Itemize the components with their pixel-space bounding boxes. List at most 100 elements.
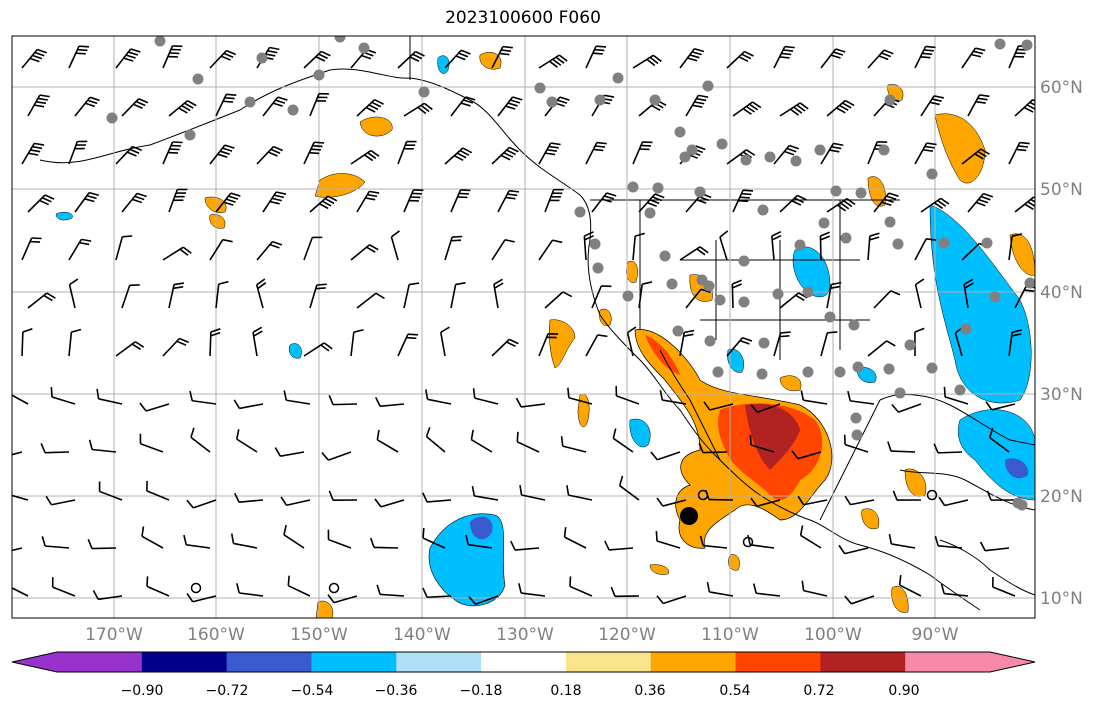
wind-barb-feather [501,49,512,52]
wind-barb-feather [506,341,516,348]
wind-barb [450,284,457,309]
station-marker [418,86,430,98]
station-marker [764,151,776,163]
wind-barb-feather [222,147,233,152]
open-station-marker [328,582,340,594]
wind-barb [192,595,217,603]
wind-barb-feather [914,327,925,333]
wind-barb-feather [1032,99,1035,102]
wind-barb-feather [81,238,92,242]
wind-barb-feather [926,238,937,241]
lon-label: 170°W [85,625,143,645]
wind-barb-feather [546,148,557,153]
wind-barb [797,451,822,460]
wind-barb-feather [494,282,504,289]
station-marker [703,280,715,292]
wind-barb-feather [139,402,147,412]
wind-barb [961,242,980,261]
wind-barb [779,102,801,117]
wind-barb [121,98,140,117]
wind-barb [440,332,446,357]
wind-barb [380,403,405,408]
wind-barb-feather [979,94,990,98]
wind-barb-feather [655,530,658,542]
station-marker [802,286,814,298]
wind-barb-feather [420,104,430,113]
wind-barb-feather [283,524,287,535]
wind-barb-feather [181,104,191,112]
wind-barb [115,236,124,261]
wind-barb-feather [129,148,140,154]
wind-barb-feather [747,534,751,545]
station-marker [244,96,256,108]
wind-barb-feather [92,590,99,600]
wind-barb [474,495,499,501]
wind-barb [255,284,264,309]
wind-barb-feather [374,498,382,508]
wind-barb-feather [452,235,463,238]
wind-barb [376,439,399,453]
wind-barb [403,189,415,213]
wind-barb-feather [130,48,141,53]
wind-barb-feather [361,54,372,60]
wind-barb-feather [797,495,805,506]
wind-barb [850,400,875,405]
wind-barb-feather [465,96,476,101]
wind-barb [609,547,634,551]
wind-barb-feather [771,234,782,241]
wind-barb-feather [422,492,428,503]
wind-barb-feather [548,145,559,149]
wind-barb-feather [790,108,800,116]
wind-barb-feather [975,201,986,207]
wind-barb-feather [980,148,990,155]
wind-barb-feather [978,198,989,204]
wind-barb [1008,142,1021,165]
wind-barb-feather [272,240,283,246]
wind-barb-feather [323,342,333,350]
map-title: 2023100600 F060 [445,8,601,28]
wind-barb-feather [846,198,856,206]
station-marker [926,168,938,180]
wind-barb-feather [374,396,381,407]
wind-barb-feather [933,95,944,99]
wind-barb-feather [641,281,653,285]
colorbar-tick-label: −0.36 [375,683,418,699]
wind-barb [92,448,117,453]
wind-barb-feather [462,147,473,154]
wind-barb [309,284,318,309]
wind-barb [1008,332,1014,357]
wind-barb [328,538,352,549]
wind-barb [303,50,322,69]
wind-barb-feather [440,326,450,334]
wind-barb-feather [224,96,235,100]
wind-barb [521,592,546,597]
wind-barb-feather [654,193,665,199]
wind-barb-feather [559,96,570,101]
wind-barb [121,285,131,309]
wind-barb [68,284,76,309]
wind-barb-feather [455,282,466,286]
wind-barb [141,535,164,549]
wind-barb [967,94,981,117]
wind-barb [544,189,555,213]
wind-barb-feather [719,230,729,238]
wind-barb-feather [738,199,749,203]
open-station-marker [742,536,754,548]
colorbar-tick-label: 0.36 [634,683,665,699]
wind-barb [162,246,184,261]
wind-barb [891,543,916,549]
wind-barb-feather [627,326,637,334]
wind-barb [215,284,220,309]
wind-barb-feather [844,99,855,107]
wind-barb [985,547,1010,552]
wind-barb-feather [696,198,707,204]
wind-barb [309,195,329,213]
wind-barb-feather [37,97,48,101]
wind-barb [867,340,888,357]
wind-barb [779,194,798,213]
wind-barb-feather [970,53,982,58]
wind-barb-feather [210,331,221,337]
wind-barb [397,333,409,357]
wind-barb [162,337,181,357]
wind-barb-feather [321,50,331,57]
